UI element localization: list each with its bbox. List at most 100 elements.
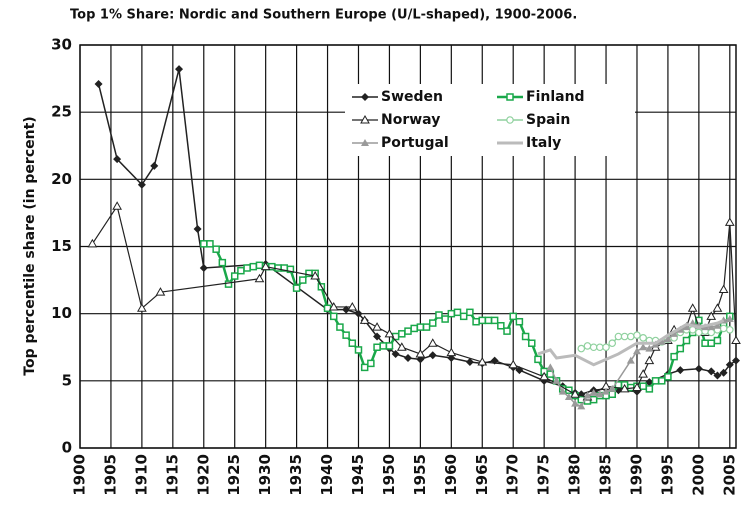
marker	[249, 262, 258, 271]
marker	[465, 358, 474, 367]
marker	[367, 359, 375, 368]
marker	[453, 308, 462, 317]
marker	[361, 139, 369, 146]
marker	[632, 347, 641, 355]
marker	[396, 342, 407, 351]
marker	[509, 312, 517, 321]
marker	[255, 261, 264, 270]
x-tick-label: 1975	[535, 454, 553, 496]
marker	[447, 309, 456, 318]
marker	[701, 339, 709, 347]
marker	[404, 353, 412, 362]
marker	[508, 359, 519, 369]
marker	[664, 373, 672, 381]
marker	[732, 356, 740, 365]
marker	[477, 357, 488, 366]
marker	[608, 390, 616, 399]
marker	[657, 377, 666, 385]
marker	[354, 346, 363, 354]
legend: Sweden Finland Norway Spain Portugal Italy	[345, 84, 635, 156]
marker	[707, 323, 716, 331]
legend-box	[345, 84, 635, 156]
marker	[725, 315, 734, 323]
x-tick-label: 2000	[689, 454, 707, 496]
marker	[713, 336, 722, 345]
x-tick-label: 1945	[349, 454, 367, 496]
y-axis-label: Top percentile share (in percent)	[22, 116, 38, 375]
marker	[546, 363, 555, 371]
marker	[552, 376, 561, 384]
marker	[626, 332, 635, 341]
x-tick-label: 1965	[473, 454, 491, 496]
marker	[206, 240, 214, 248]
x-tick-label: 1995	[658, 454, 676, 496]
marker	[87, 238, 98, 248]
marker	[435, 311, 443, 319]
x-tick-label: 1950	[380, 454, 398, 496]
x-tick-label: 1990	[627, 454, 645, 496]
marker	[657, 337, 666, 345]
marker	[299, 276, 307, 284]
marker	[521, 332, 530, 341]
marker	[719, 324, 728, 333]
marker	[137, 180, 146, 189]
x-tick-label: 1985	[597, 454, 615, 496]
marker	[466, 308, 474, 317]
x-tick-label: 1925	[225, 454, 243, 496]
marker	[416, 323, 425, 331]
x-tick-label: 1910	[132, 454, 150, 496]
marker	[410, 324, 418, 333]
marker	[632, 382, 642, 392]
marker	[651, 377, 660, 385]
marker	[342, 331, 350, 339]
marker	[385, 342, 394, 350]
x-tick-label: 1905	[101, 454, 119, 496]
series-line	[91, 204, 737, 398]
marker	[230, 272, 239, 280]
x-tick-label: 1920	[194, 454, 212, 496]
marker	[695, 328, 703, 337]
marker	[212, 245, 220, 253]
marker	[583, 342, 592, 350]
marker	[427, 338, 438, 347]
marker	[687, 303, 698, 312]
x-tick-label: 1960	[442, 454, 460, 496]
marker	[589, 388, 598, 396]
marker	[602, 343, 610, 352]
marker	[639, 334, 647, 342]
marker	[676, 344, 685, 353]
marker	[459, 312, 468, 321]
marker	[360, 114, 370, 124]
marker	[670, 352, 678, 361]
marker	[94, 79, 103, 88]
marker	[706, 311, 717, 320]
marker	[638, 369, 649, 378]
marker	[361, 93, 369, 101]
marker	[608, 384, 617, 392]
marker	[113, 155, 122, 164]
marker	[193, 225, 202, 234]
marker	[218, 258, 227, 267]
legend-label: Spain	[526, 112, 570, 128]
x-tick-label: 2005	[720, 454, 738, 496]
marker	[328, 301, 339, 311]
marker	[589, 343, 598, 352]
marker	[384, 328, 395, 338]
marker	[150, 161, 159, 170]
marker	[310, 271, 321, 280]
marker	[620, 332, 629, 341]
marker	[342, 305, 351, 314]
marker	[707, 328, 716, 337]
marker	[528, 339, 536, 347]
marker	[626, 356, 635, 364]
marker	[292, 284, 301, 292]
marker	[506, 116, 514, 124]
x-tick-label: 1930	[256, 454, 274, 496]
marker	[676, 366, 685, 375]
marker	[373, 332, 382, 341]
marker	[596, 343, 604, 352]
marker	[329, 312, 338, 321]
marker	[645, 385, 654, 393]
x-tick-label: 1980	[566, 454, 584, 496]
